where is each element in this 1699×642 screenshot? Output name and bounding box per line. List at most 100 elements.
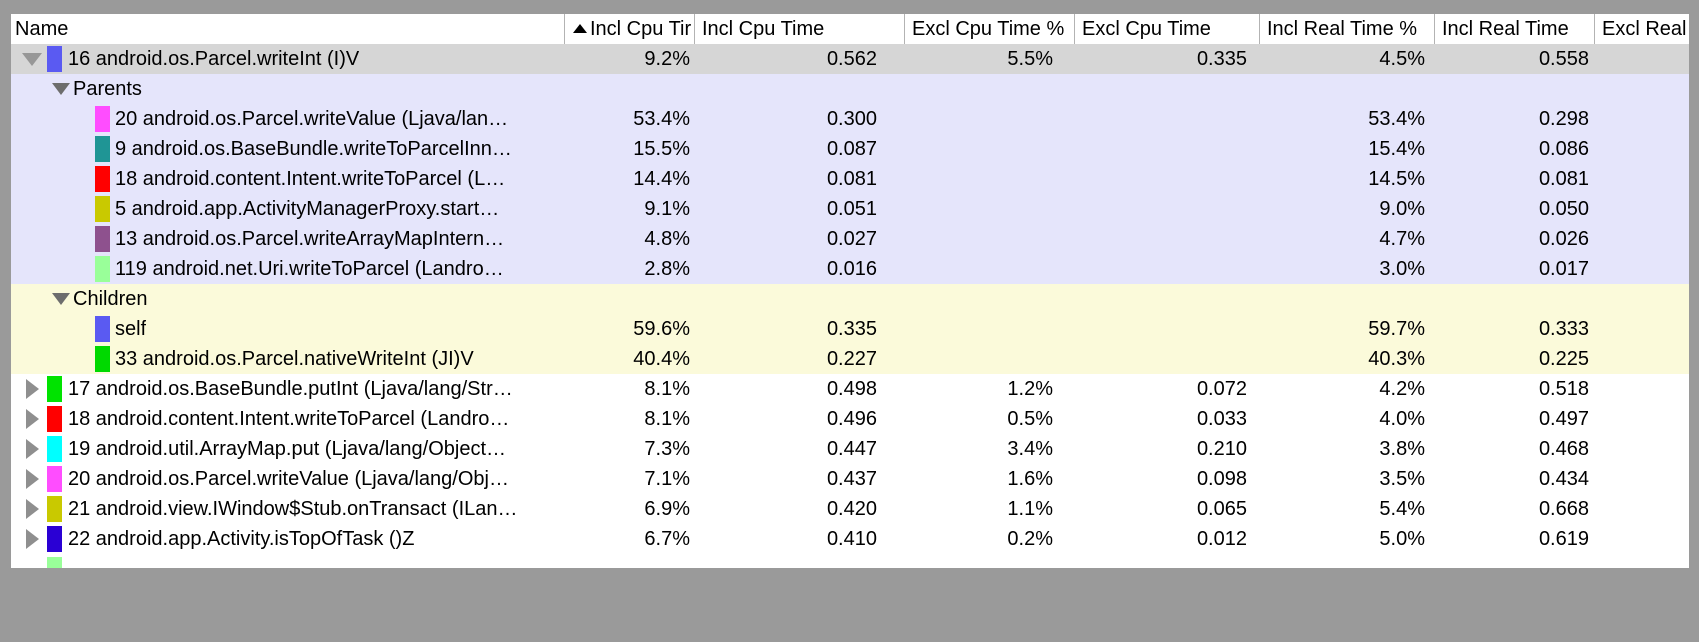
tree-row[interactable]: 18 android.content.Intent.writeToParcel … bbox=[11, 404, 1689, 434]
method-name: 119 android.net.Uri.writeToParcel (Landr… bbox=[115, 258, 504, 280]
expander-right-icon[interactable] bbox=[21, 438, 43, 460]
sort-ascending-icon bbox=[573, 23, 587, 33]
cell-incl-real-time-pct: 5.4% bbox=[1379, 498, 1425, 520]
name-cell: 19 android.util.ArrayMap.put (Ljava/lang… bbox=[11, 434, 565, 464]
method-name: 16 android.os.Parcel.writeInt (I)V bbox=[68, 48, 360, 70]
expander-down-icon[interactable] bbox=[21, 48, 43, 70]
tree-row[interactable]: 13 android.os.Parcel.writeArrayMapIntern… bbox=[11, 224, 1689, 254]
cell-excl-cpu-time-pct bbox=[905, 554, 1075, 568]
cell-excl-real bbox=[1595, 134, 1689, 164]
header-cell-incl-real-time-pct[interactable]: Incl Real Time % bbox=[1260, 14, 1435, 44]
tree-row[interactable]: 18 android.content.Intent.writeToParcel … bbox=[11, 164, 1689, 194]
header-label: Excl Cpu Time % bbox=[912, 17, 1065, 40]
expander-right-icon[interactable] bbox=[21, 378, 43, 400]
cell-excl-real bbox=[1595, 254, 1689, 284]
cell-excl-real bbox=[1595, 434, 1689, 464]
find-bar: Find: bbox=[0, 568, 1699, 642]
cell-incl-cpu-time-pct: 9.2% bbox=[644, 48, 690, 70]
expander-right-icon[interactable] bbox=[21, 528, 43, 550]
color-swatch bbox=[95, 106, 110, 132]
cell-incl-cpu-time: 0.562 bbox=[826, 48, 877, 70]
cell-incl-cpu-time: 0.447 bbox=[826, 438, 877, 460]
cell-incl-real-time-pct bbox=[1260, 74, 1435, 104]
triangle-glyph bbox=[25, 439, 39, 459]
cell-incl-real-time: 0.017 bbox=[1538, 258, 1589, 280]
tree-row[interactable]: 20 android.os.Parcel.writeValue (Ljava/l… bbox=[11, 464, 1689, 494]
cell-incl-real-time: 0.497 bbox=[1538, 408, 1589, 430]
expander-right-icon[interactable] bbox=[21, 498, 43, 520]
method-name: 18 android.content.Intent.writeToParcel … bbox=[115, 168, 506, 190]
section-row[interactable]: Children bbox=[11, 284, 1689, 314]
cell-incl-cpu-time-pct: 40.4% bbox=[633, 348, 690, 370]
cell-incl-real-time-pct: 14.5% bbox=[1368, 168, 1425, 190]
tree-row[interactable]: 21 android.view.IWindow$Stub.onTransact … bbox=[11, 494, 1689, 524]
tree-row[interactable]: 17 android.os.BaseBundle.putInt (Ljava/l… bbox=[11, 374, 1689, 404]
cell-excl-cpu-time: 0.210 bbox=[1196, 438, 1247, 460]
cell-excl-cpu-time-pct: 1.1% bbox=[1007, 498, 1053, 520]
cell-incl-cpu-time-pct bbox=[565, 284, 695, 314]
cell-incl-real-time-pct: 5.0% bbox=[1379, 528, 1425, 550]
header-cell-excl-cpu-time[interactable]: Excl Cpu Time bbox=[1075, 14, 1260, 44]
expander-down-icon[interactable] bbox=[52, 83, 70, 95]
tree-row[interactable]: self 59.6% 0.335 59.7% 0.333 bbox=[11, 314, 1689, 344]
color-swatch bbox=[47, 376, 62, 402]
cell-incl-real-time: 0.558 bbox=[1538, 48, 1589, 70]
header-label: Name bbox=[15, 17, 69, 40]
header-cell-name[interactable]: Name bbox=[11, 14, 565, 44]
expander-down-icon[interactable] bbox=[52, 293, 70, 305]
table-header: Name Incl Cpu Tir Incl Cpu Time Excl Cpu Ti… bbox=[11, 14, 1689, 44]
cell-excl-real bbox=[1595, 524, 1689, 554]
color-swatch bbox=[47, 406, 62, 432]
cell-incl-cpu-time-pct: 59.6% bbox=[633, 318, 690, 340]
header-label: Incl Real Time bbox=[1442, 17, 1569, 40]
triangle-glyph bbox=[25, 469, 39, 489]
header-cell-incl-real-time[interactable]: Incl Real Time bbox=[1435, 14, 1595, 44]
expander-right-icon[interactable] bbox=[21, 408, 43, 430]
cell-incl-real-time bbox=[1435, 284, 1595, 314]
header-cell-excl-real[interactable]: Excl Real bbox=[1595, 14, 1689, 44]
color-swatch bbox=[95, 136, 110, 162]
color-swatch bbox=[95, 226, 110, 252]
cell-incl-cpu-time-pct: 6.9% bbox=[644, 498, 690, 520]
cell-incl-cpu-time: 0.410 bbox=[826, 528, 877, 550]
cell-excl-cpu-time-pct: 3.4% bbox=[1007, 438, 1053, 460]
header-cell-incl-cpu-tir[interactable]: Incl Cpu Tir bbox=[565, 14, 695, 44]
name-cell: 21 android.view.IWindow$Stub.onTransact … bbox=[11, 494, 565, 524]
tree-row[interactable]: 16 android.os.Parcel.writeInt (I)V 9.2% 0.… bbox=[11, 44, 1689, 74]
method-name: 19 android.util.ArrayMap.put (Ljava/lang… bbox=[68, 438, 507, 460]
cell-incl-cpu-time-pct: 8.1% bbox=[644, 378, 690, 400]
cell-excl-real bbox=[1595, 104, 1689, 134]
tree-row[interactable]: 119 android.net.Uri.writeToParcel (Landr… bbox=[11, 254, 1689, 284]
section-row[interactable]: Parents bbox=[11, 74, 1689, 104]
tree-row[interactable]: 20 android.os.Parcel.writeValue (Ljava/l… bbox=[11, 104, 1689, 134]
expander-right-icon[interactable] bbox=[21, 468, 43, 490]
cell-excl-cpu-time bbox=[1075, 194, 1260, 224]
indent-spacer bbox=[11, 209, 95, 210]
cell-incl-real-time: 0.225 bbox=[1538, 348, 1589, 370]
cell-incl-cpu-time-pct bbox=[565, 74, 695, 104]
tree-row[interactable]: 5 android.app.ActivityManagerProxy.start… bbox=[11, 194, 1689, 224]
indent-spacer bbox=[11, 509, 21, 510]
header-cell-incl-cpu-time[interactable]: Incl Cpu Time bbox=[695, 14, 905, 44]
method-name: 22 android.app.Activity.isTopOfTask ()Z bbox=[68, 528, 415, 550]
cell-incl-real-time-pct: 59.7% bbox=[1368, 318, 1425, 340]
indent-spacer bbox=[11, 119, 95, 120]
name-cell: 13 android.os.Parcel.writeArrayMapIntern… bbox=[11, 224, 565, 254]
cell-excl-cpu-time bbox=[1075, 344, 1260, 374]
tree-row[interactable]: 19 android.util.ArrayMap.put (Ljava/lang… bbox=[11, 434, 1689, 464]
cell-excl-real bbox=[1595, 344, 1689, 374]
cell-incl-real-time bbox=[1435, 74, 1595, 104]
cell-incl-real-time-pct: 40.3% bbox=[1368, 348, 1425, 370]
header-cell-excl-cpu-time-pct[interactable]: Excl Cpu Time % bbox=[905, 14, 1075, 44]
tree-row[interactable] bbox=[11, 554, 1689, 568]
method-name: 5 android.app.ActivityManagerProxy.start… bbox=[115, 198, 500, 220]
tree-row[interactable]: 9 android.os.BaseBundle.writeToParcelInn… bbox=[11, 134, 1689, 164]
color-swatch bbox=[47, 466, 62, 492]
cell-excl-cpu-time-pct bbox=[905, 314, 1075, 344]
tree-row[interactable]: 33 android.os.Parcel.nativeWriteInt (JI)… bbox=[11, 344, 1689, 374]
method-name: 33 android.os.Parcel.nativeWriteInt (JI)… bbox=[115, 348, 474, 370]
cell-incl-cpu-time: 0.087 bbox=[826, 138, 877, 160]
cell-incl-real-time: 0.668 bbox=[1538, 498, 1589, 520]
tree-row[interactable]: 22 android.app.Activity.isTopOfTask ()Z 6… bbox=[11, 524, 1689, 554]
cell-excl-cpu-time bbox=[1075, 254, 1260, 284]
